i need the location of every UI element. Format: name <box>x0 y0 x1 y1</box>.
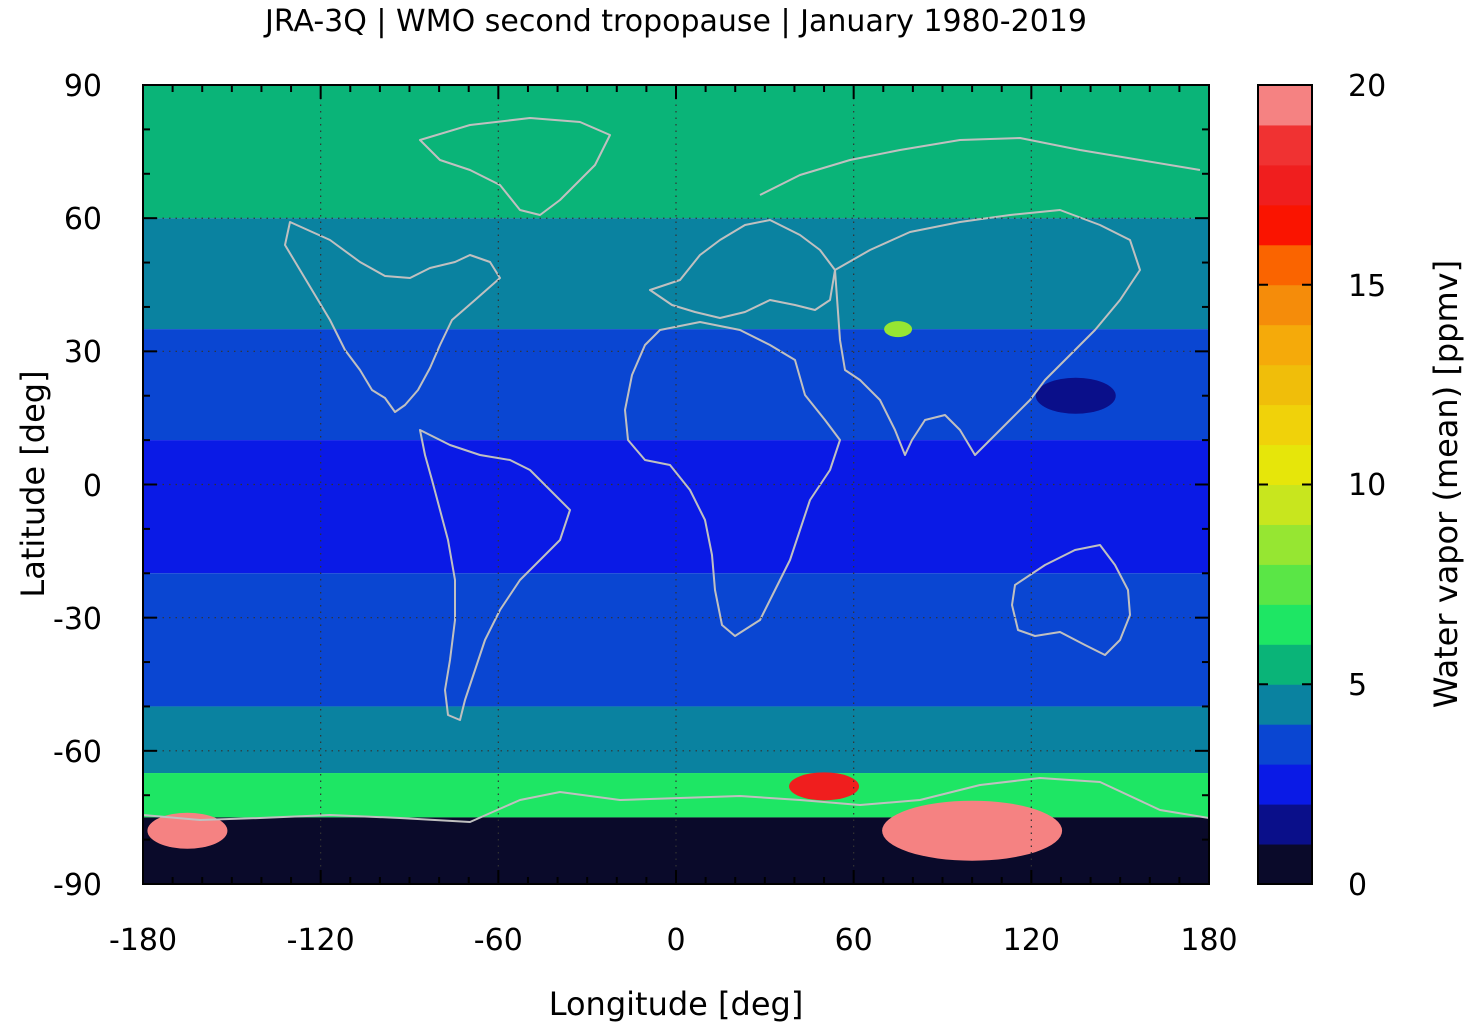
coast-north-america <box>284 221 501 413</box>
colorbar-swatch <box>1258 644 1312 685</box>
colorbar-label: Water vapor (mean) [ppmv] <box>1427 260 1465 708</box>
colorbar-swatch <box>1258 764 1312 805</box>
x-tick-label: -60 <box>474 923 523 958</box>
colorbar-swatch <box>1258 164 1312 206</box>
chart-title: JRA-3Q | WMO second tropopause | January… <box>263 4 1087 39</box>
y-tick-labels: 90 60 30 0 -30 -60 -90 <box>53 69 102 903</box>
x-tick-label: 0 <box>666 923 685 958</box>
y-tick-label: 0 <box>83 469 102 504</box>
axis-ticks <box>142 84 1210 885</box>
coast-australia <box>1011 544 1131 656</box>
y-tick-label: -60 <box>53 735 102 770</box>
coast-africa <box>624 321 841 637</box>
heatmap-feature <box>789 772 860 801</box>
map-plot <box>143 85 1209 884</box>
coast-south-america <box>419 429 571 721</box>
colorbar-tick-label: 15 <box>1348 269 1386 304</box>
colorbar-tick-label: 5 <box>1348 668 1367 703</box>
colorbar-swatch <box>1258 484 1312 525</box>
colorbar-tick-label: 10 <box>1348 468 1386 503</box>
y-axis-label: Latitude [deg] <box>14 370 52 597</box>
x-axis-label: Longitude [deg] <box>549 985 804 1023</box>
heatmap-band <box>143 773 1209 818</box>
colorbar <box>1258 85 1312 885</box>
heatmap-feature <box>884 321 913 338</box>
colorbar-swatch <box>1258 444 1312 485</box>
heatmap-feature <box>882 800 1063 861</box>
colorbar-swatch <box>1258 284 1312 326</box>
colorbar-swatch <box>1258 524 1312 565</box>
x-tick-label: -180 <box>109 923 177 958</box>
colorbar-swatch <box>1258 244 1312 286</box>
y-tick-label: -90 <box>53 868 102 903</box>
x-tick-label: -120 <box>287 923 355 958</box>
colorbar-swatch <box>1258 604 1312 645</box>
colorbar-swatch <box>1258 324 1312 366</box>
colorbar-swatch <box>1258 85 1312 126</box>
grid-lines <box>143 85 1209 884</box>
coastlines <box>143 117 1209 823</box>
y-tick-label: 30 <box>64 335 102 370</box>
colorbar-tick-label: 0 <box>1348 868 1367 903</box>
colorbar-swatch <box>1258 844 1312 885</box>
colorbar-swatch <box>1258 564 1312 605</box>
x-tick-label: 60 <box>835 923 873 958</box>
y-tick-label: 60 <box>64 202 102 237</box>
coast-siberia-north <box>759 137 1201 196</box>
colorbar-swatch <box>1258 404 1312 446</box>
colorbar-tick-label: 20 <box>1348 69 1386 104</box>
coast-europe <box>649 219 836 319</box>
colorbar-ticks <box>1258 84 1312 885</box>
colorbar-swatch <box>1258 724 1312 765</box>
colorbar-swatch <box>1258 364 1312 406</box>
colorbar-swatch <box>1258 204 1312 246</box>
x-tick-label: 120 <box>1003 923 1060 958</box>
x-tick-labels: -180 -120 -60 0 60 120 180 <box>109 923 1238 958</box>
y-tick-label: -30 <box>53 602 102 637</box>
heatmap-feature <box>147 812 228 849</box>
colorbar-swatch <box>1258 684 1312 725</box>
y-tick-label: 90 <box>64 69 102 104</box>
coast-asia <box>834 209 1141 456</box>
heatmap-features <box>147 321 1116 861</box>
coast-greenland <box>419 117 611 216</box>
colorbar-tick-labels: 20 15 10 5 0 <box>1348 69 1386 903</box>
heatmap-feature <box>1035 377 1116 414</box>
x-tick-label: 180 <box>1180 923 1237 958</box>
colorbar-swatch <box>1258 124 1312 166</box>
coast-antarctica <box>143 777 1209 823</box>
colorbar-swatch <box>1258 804 1312 845</box>
